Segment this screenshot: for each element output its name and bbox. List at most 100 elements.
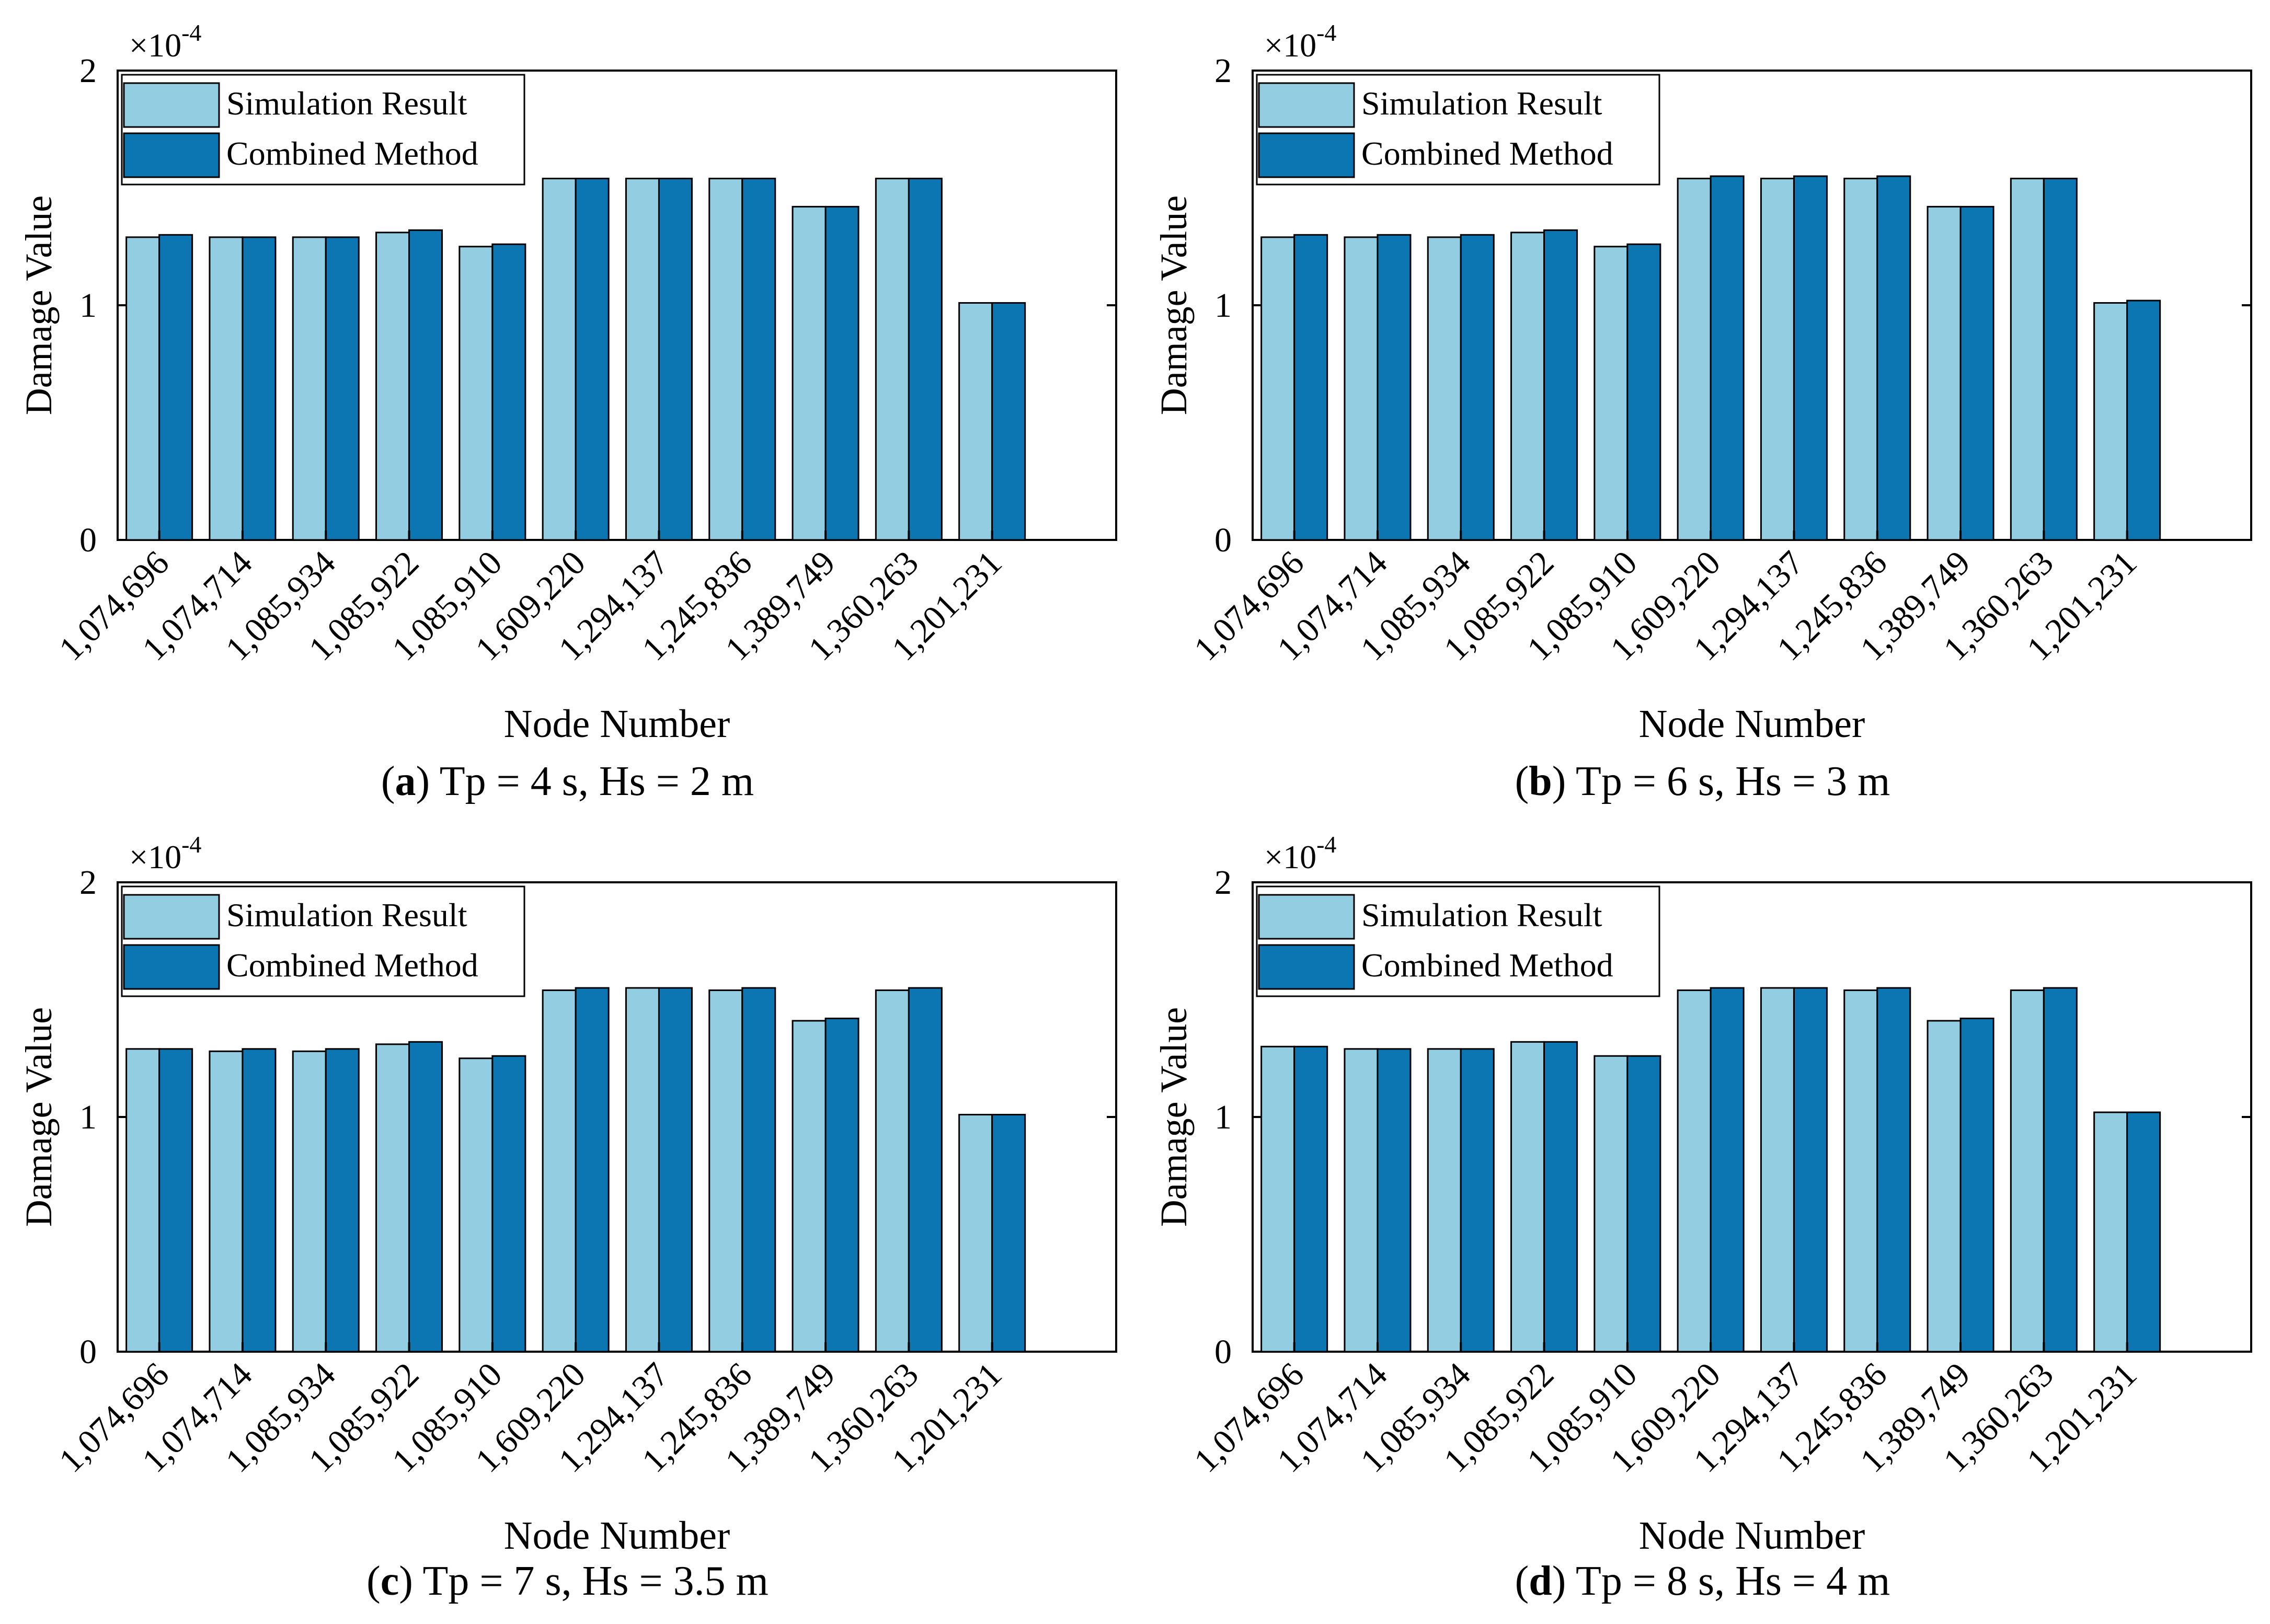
bar-simulation-result: [542, 178, 577, 541]
bar-combined-method: [158, 234, 193, 541]
y-multiplier: ×10-4: [1264, 831, 1336, 876]
y-axis-label: Damage Value: [1153, 1007, 1195, 1227]
bar-combined-method: [908, 178, 943, 541]
y-multiplier-exponent: -4: [181, 19, 201, 46]
bar-combined-method: [741, 987, 776, 1353]
x-axis-label: Node Number: [1639, 1514, 1865, 1558]
y-multiplier-exponent: -4: [1316, 831, 1336, 858]
bar-simulation-result: [875, 178, 910, 541]
bar-simulation-result: [375, 232, 410, 541]
bar-combined-method: [991, 302, 1026, 541]
legend: Simulation Result Combined Method: [121, 74, 525, 186]
bar-simulation-result: [625, 178, 660, 541]
bar-combined-method: [1710, 987, 1745, 1353]
bar-simulation-result: [1843, 178, 1878, 541]
y-multiplier-exponent: -4: [1316, 19, 1336, 46]
bar-simulation-result: [1677, 989, 1712, 1353]
bar-combined-method: [575, 987, 610, 1353]
bar-simulation-result: [958, 1114, 993, 1353]
bar-combined-method: [1626, 1055, 1661, 1353]
bar-simulation-result: [1927, 205, 1962, 541]
bar-combined-method: [1710, 175, 1745, 541]
bar-combined-method: [242, 236, 277, 541]
bar-combined-method: [242, 1048, 277, 1353]
bar-combined-method: [1626, 243, 1661, 541]
bar-simulation-result: [209, 1050, 244, 1353]
bar-combined-method: [1876, 175, 1911, 541]
caption-text: ) Tp = 6 s, Hs = 3 m: [1552, 758, 1890, 804]
y-multiplier-exponent: -4: [181, 831, 201, 858]
y-multiplier: ×10-4: [1264, 19, 1336, 64]
legend-swatch: [123, 944, 220, 990]
bar-combined-method: [408, 1041, 443, 1353]
bar-combined-method: [2126, 300, 2161, 541]
bar-simulation-result: [1760, 178, 1795, 541]
y-tick-label: 1: [79, 286, 97, 325]
bar-simulation-result: [1927, 1020, 1962, 1353]
bar-combined-method: [325, 1048, 360, 1353]
legend-swatch: [123, 894, 220, 940]
bar-combined-method: [158, 1048, 193, 1353]
legend-swatch: [1258, 132, 1355, 178]
bar-combined-method: [1460, 234, 1495, 541]
caption-a: (a) Tp = 4 s, Hs = 2 m: [381, 758, 754, 804]
legend: Simulation Result Combined Method: [1256, 885, 1660, 997]
bar-simulation-result: [292, 236, 327, 541]
caption-letter: a: [395, 758, 416, 804]
bar-combined-method: [1959, 205, 1994, 541]
bar-simulation-result: [2010, 989, 2045, 1353]
caption-text: ) Tp = 4 s, Hs = 2 m: [416, 758, 754, 804]
legend-label: Simulation Result: [226, 85, 467, 122]
bar-combined-method: [1543, 229, 1578, 541]
x-axis-label: Node Number: [504, 702, 730, 746]
bar-simulation-result: [1677, 178, 1712, 541]
bar-simulation-result: [1344, 1048, 1379, 1353]
bar-simulation-result: [875, 989, 910, 1353]
bar-combined-method: [1793, 987, 1828, 1353]
bar-combined-method: [1377, 234, 1412, 541]
legend-swatch: [1258, 894, 1355, 940]
caption-letter: d: [1529, 1558, 1552, 1604]
bar-combined-method: [1377, 1048, 1412, 1353]
bar-simulation-result: [2093, 1111, 2128, 1353]
bar-simulation-result: [1593, 246, 1629, 541]
bar-combined-method: [2126, 1111, 2161, 1353]
bar-combined-method: [908, 987, 943, 1353]
bar-simulation-result: [792, 1020, 827, 1353]
bar-combined-method: [325, 236, 360, 541]
y-tick-label: 0: [1214, 1333, 1232, 1371]
legend-label: Simulation Result: [1361, 85, 1602, 122]
legend: Simulation Result Combined Method: [1256, 74, 1660, 186]
legend-label: Combined Method: [226, 135, 478, 172]
bar-combined-method: [824, 205, 859, 541]
bar-simulation-result: [1260, 1045, 1295, 1353]
bar-simulation-result: [1260, 236, 1295, 541]
bar-simulation-result: [708, 178, 743, 541]
legend-swatch: [1258, 944, 1355, 990]
bar-combined-method: [491, 243, 526, 541]
bar-simulation-result: [708, 989, 743, 1353]
y-multiplier: ×10-4: [129, 19, 201, 64]
bar-simulation-result: [1427, 236, 1462, 541]
legend-label: Combined Method: [226, 947, 478, 984]
bar-combined-method: [1460, 1048, 1495, 1353]
caption-letter: b: [1529, 758, 1552, 804]
y-tick-label: 1: [1214, 1098, 1232, 1136]
bar-combined-method: [2043, 987, 2078, 1353]
caption-b: (b) Tp = 6 s, Hs = 3 m: [1515, 758, 1890, 804]
bar-simulation-result: [1843, 989, 1878, 1353]
caption-c: (c) Tp = 7 s, Hs = 3.5 m: [366, 1558, 769, 1604]
bar-combined-method: [658, 987, 693, 1353]
y-tick-label: 2: [1214, 863, 1232, 902]
bar-combined-method: [991, 1114, 1026, 1353]
bar-simulation-result: [458, 1057, 494, 1353]
legend: Simulation Result Combined Method: [121, 885, 525, 997]
caption-text: ) Tp = 8 s, Hs = 4 m: [1552, 1558, 1890, 1604]
bar-simulation-result: [2093, 302, 2128, 541]
bar-simulation-result: [125, 236, 160, 541]
y-tick-label: 1: [79, 1098, 97, 1136]
